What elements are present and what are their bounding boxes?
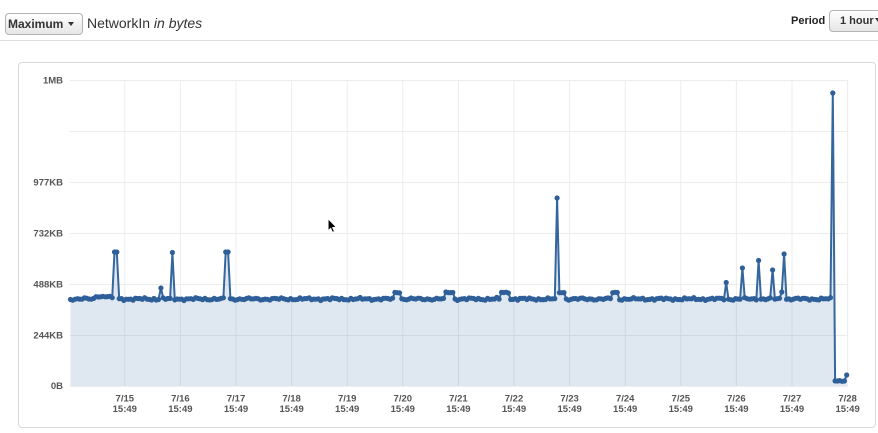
- svg-text:7/18: 7/18: [282, 394, 301, 405]
- svg-text:7/22: 7/22: [505, 394, 524, 405]
- svg-text:15:49: 15:49: [391, 404, 415, 415]
- svg-text:15:49: 15:49: [168, 404, 192, 415]
- svg-text:15:49: 15:49: [279, 404, 303, 415]
- svg-text:15:49: 15:49: [335, 404, 359, 415]
- svg-text:1MB: 1MB: [43, 76, 63, 87]
- svg-text:7/26: 7/26: [727, 394, 746, 405]
- svg-text:7/24: 7/24: [616, 394, 635, 405]
- svg-text:15:49: 15:49: [224, 404, 248, 415]
- svg-text:15:49: 15:49: [613, 404, 637, 415]
- svg-text:7/16: 7/16: [171, 394, 190, 405]
- svg-text:0B: 0B: [51, 381, 63, 392]
- svg-text:244KB: 244KB: [33, 331, 63, 342]
- svg-text:732KB: 732KB: [33, 229, 63, 240]
- svg-text:15:49: 15:49: [780, 404, 804, 415]
- svg-text:977KB: 977KB: [33, 178, 63, 189]
- svg-text:15:49: 15:49: [724, 404, 748, 415]
- svg-text:15:49: 15:49: [502, 404, 526, 415]
- svg-text:7/28: 7/28: [838, 394, 857, 405]
- svg-text:7/15: 7/15: [116, 394, 135, 405]
- svg-text:15:49: 15:49: [669, 404, 693, 415]
- svg-text:15:49: 15:49: [557, 404, 581, 415]
- svg-text:15:49: 15:49: [113, 404, 137, 415]
- svg-text:7/20: 7/20: [394, 394, 413, 405]
- svg-text:7/27: 7/27: [783, 394, 802, 405]
- svg-text:7/23: 7/23: [560, 394, 579, 405]
- svg-text:7/17: 7/17: [227, 394, 246, 405]
- svg-text:15:49: 15:49: [835, 404, 859, 415]
- svg-text:7/21: 7/21: [449, 394, 468, 405]
- svg-text:15:49: 15:49: [446, 404, 470, 415]
- svg-text:7/19: 7/19: [338, 394, 357, 405]
- svg-text:488KB: 488KB: [33, 280, 63, 291]
- svg-text:7/25: 7/25: [672, 394, 691, 405]
